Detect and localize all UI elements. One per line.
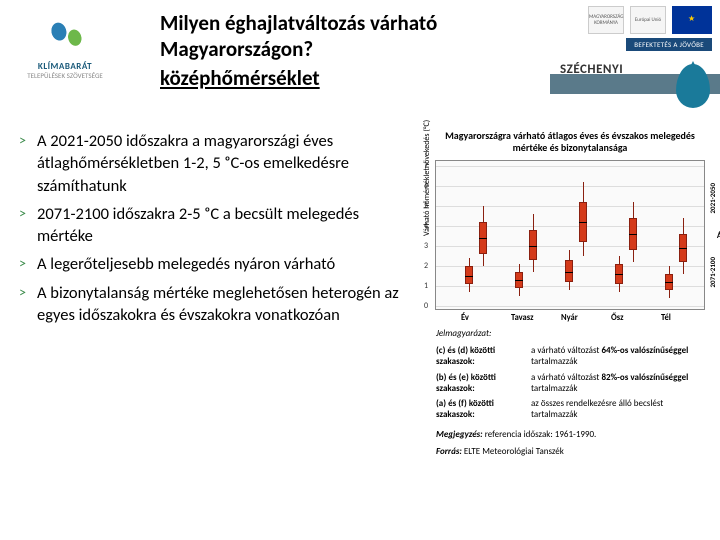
note-line: Megjegyzés: referencia időszak: 1961-199… xyxy=(436,429,710,440)
note-label: Megjegyzés: xyxy=(436,429,483,440)
gov-logo: MAGYARORSZÁG KORMÁNYA xyxy=(588,6,624,34)
top-right-logos: MAGYARORSZÁG KORMÁNYA Európai Unió xyxy=(588,6,712,34)
logo-klimabarat: KLÍMABARÁT TELEPÜLÉSEK SZÖVETSÉGE xyxy=(10,10,120,80)
bullet-item: A 2021-2050 időszakra a magyarországi év… xyxy=(15,130,415,197)
swirl-icon xyxy=(32,4,98,67)
page-title-1: Milyen éghajlatváltozás várható Magyaror… xyxy=(160,10,490,63)
investment-banner: BEFEKTETÉS A JÖVŐBE xyxy=(626,38,712,51)
legend-heading: Jelmagyarázat: xyxy=(436,328,710,339)
period-1: 2021-2050 xyxy=(708,183,720,214)
drop-icon xyxy=(676,64,710,108)
page-title-2: középhőmérséklet xyxy=(160,65,490,91)
boxplot-chart: 2021-2050 2071-2100 01234567Várható hőmé… xyxy=(435,160,705,310)
note-text: referencia időszak: 1961-1990. xyxy=(485,429,597,440)
logo-line2: TELEPÜLÉSEK SZÖVETSÉGE xyxy=(10,72,120,80)
eu-logo-text: Európai Unió xyxy=(630,6,666,34)
source-line: Forrás: ELTE Meteorológiai Tanszék xyxy=(436,446,710,457)
figure-title: Magyarországra várható átlagos éves és é… xyxy=(430,130,710,154)
source-label: Forrás: xyxy=(436,446,462,457)
szechenyi-text: SZÉCHENYI xyxy=(560,62,623,77)
eu-flag-icon xyxy=(672,6,712,34)
legend-table: (c) és (d) közötti szakaszok:a várható v… xyxy=(436,343,710,423)
main-content: A 2021-2050 időszakra a magyarországi év… xyxy=(15,130,415,332)
title-block: Milyen éghajlatváltozás várható Magyaror… xyxy=(160,10,490,91)
header: KLÍMABARÁT TELEPÜLÉSEK SZÖVETSÉGE Milyen… xyxy=(0,0,720,120)
source-text: ELTE Meteorológiai Tanszék xyxy=(464,446,564,457)
bullet-item: A bizonytalanság mértéke meglehetősen he… xyxy=(15,282,415,327)
period-2: 2071-2100 xyxy=(708,257,720,288)
legend-row: (b) és (e) közötti szakaszok:a várható v… xyxy=(436,370,710,397)
legend-row: (a) és (f) közötti szakaszok:az összes r… xyxy=(436,396,710,423)
figure-panel: Magyarországra várható átlagos éves és é… xyxy=(430,130,710,457)
legend-row: (c) és (d) közötti szakaszok:a várható v… xyxy=(436,343,710,370)
bullet-list: A 2021-2050 időszakra a magyarországi év… xyxy=(15,130,415,326)
bullet-item: A legerőteljesebb melegedés nyáron várha… xyxy=(15,253,415,275)
bullet-item: 2071-2100 időszakra 2-5 ᵒC a becsült mel… xyxy=(15,203,415,248)
szechenyi-logo: SZÉCHENYI xyxy=(550,60,720,110)
